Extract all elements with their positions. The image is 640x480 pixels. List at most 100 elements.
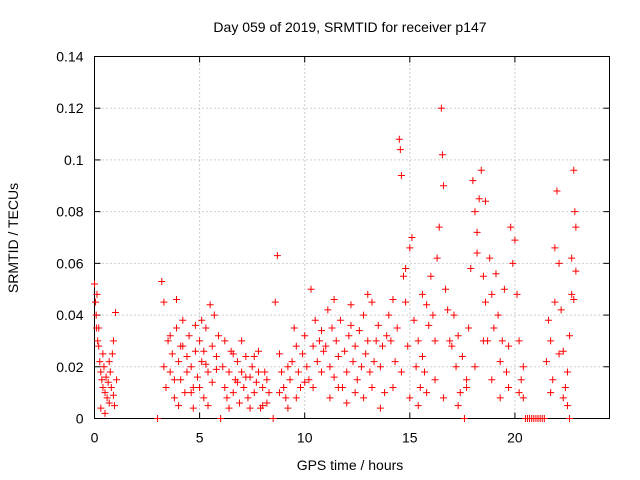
data-point: [555, 259, 563, 267]
data-point: [271, 298, 279, 306]
data-point: [515, 389, 523, 397]
data-point: [250, 389, 258, 397]
data-point: [106, 368, 114, 376]
data-point: [307, 285, 315, 293]
data-point: [442, 285, 450, 293]
data-point: [517, 376, 525, 384]
data-point: [555, 350, 563, 358]
data-point: [494, 311, 502, 319]
y-axis-label: SRMTID / TECUs: [5, 183, 21, 293]
data-point: [96, 358, 104, 366]
data-point: [563, 368, 571, 376]
data-point: [454, 332, 462, 340]
data-point: [376, 404, 384, 412]
data-point: [299, 350, 307, 358]
data-point: [166, 368, 174, 376]
data-point: [519, 394, 527, 402]
data-point: [322, 342, 330, 350]
data-point: [233, 378, 241, 386]
data-point: [568, 290, 576, 298]
data-point: [458, 352, 466, 360]
data-point: [397, 368, 405, 376]
data-point: [183, 352, 191, 360]
data-point: [492, 270, 500, 278]
data-point: [360, 394, 368, 402]
data-point: [278, 368, 286, 376]
data-point: [505, 383, 513, 391]
data-point: [292, 394, 300, 402]
y-tick-label: 0.06: [56, 255, 83, 271]
data-point: [92, 298, 100, 306]
data-point: [110, 402, 118, 410]
data-point: [204, 402, 212, 410]
data-point: [311, 316, 319, 324]
data-point: [503, 368, 510, 376]
data-point: [376, 363, 384, 371]
data-point: [446, 337, 454, 345]
data-point: [265, 389, 273, 397]
data-point: [301, 378, 309, 386]
data-point: [343, 368, 351, 376]
data-point: [286, 376, 294, 384]
data-point: [572, 223, 580, 231]
data-point: [154, 415, 162, 422]
data-point: [254, 347, 262, 355]
data-point: [473, 249, 481, 257]
y-tick-label: 0.1: [64, 152, 84, 168]
data-point: [351, 389, 359, 397]
data-point: [97, 368, 105, 376]
data-point: [179, 316, 187, 324]
data-point: [496, 358, 504, 366]
data-point: [242, 373, 250, 381]
data-point: [418, 352, 426, 360]
data-point: [284, 404, 292, 412]
data-point: [448, 342, 456, 350]
data-point: [109, 337, 117, 345]
y-tick-label: 0: [76, 411, 84, 427]
data-point: [294, 368, 302, 376]
data-point: [511, 236, 519, 244]
data-point: [194, 373, 201, 381]
data-point: [400, 272, 407, 280]
data-point: [490, 324, 498, 332]
data-point: [368, 298, 376, 306]
data-point: [465, 324, 473, 332]
data-point: [362, 350, 370, 358]
data-point: [273, 252, 281, 260]
data-point: [456, 389, 464, 397]
data-point: [439, 182, 447, 190]
data-point: [238, 368, 246, 376]
data-point: [566, 415, 574, 422]
data-point: [328, 324, 336, 332]
data-point: [452, 363, 460, 371]
data-point: [500, 285, 508, 293]
data-point: [282, 394, 290, 402]
data-point: [275, 350, 283, 358]
data-point: [513, 290, 521, 298]
data-point: [212, 352, 220, 360]
data-point: [233, 358, 241, 366]
data-point: [421, 368, 429, 376]
data-point: [571, 208, 579, 216]
data-point: [549, 376, 557, 384]
data-point: [196, 383, 204, 391]
data-point: [389, 296, 397, 304]
data-point: [332, 337, 340, 345]
data-point: [463, 383, 471, 391]
data-point: [395, 135, 403, 143]
data-point: [406, 394, 414, 402]
data-point: [423, 389, 431, 397]
data-point: [101, 409, 109, 417]
data-point: [104, 378, 112, 386]
data-point: [471, 208, 479, 216]
data-point: [435, 223, 443, 231]
data-point: [364, 290, 372, 298]
y-tick-label: 0.04: [56, 307, 83, 323]
data-point: [505, 342, 513, 350]
data-point: [551, 244, 559, 252]
data-point: [212, 365, 220, 373]
data-point: [540, 415, 548, 422]
data-point: [172, 296, 180, 304]
data-point: [347, 321, 355, 329]
data-point: [477, 166, 485, 174]
